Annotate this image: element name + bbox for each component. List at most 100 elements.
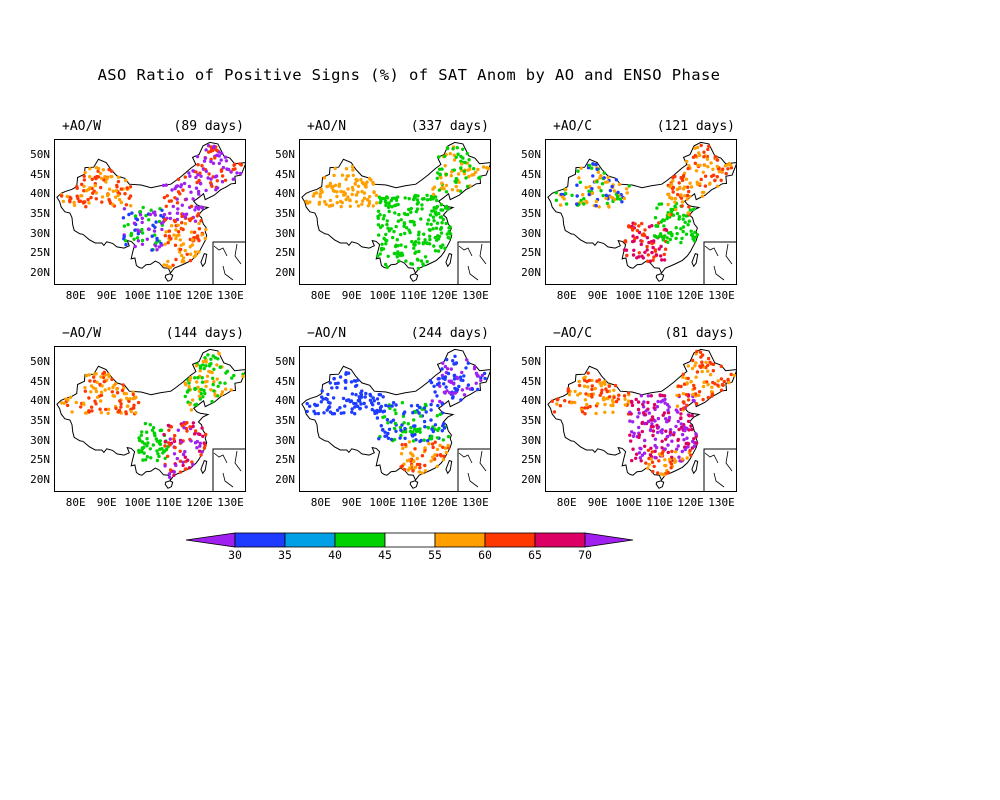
station-dot: [178, 250, 182, 254]
station-dot: [423, 446, 427, 450]
station-dot: [179, 440, 184, 444]
station-dot: [83, 170, 87, 175]
station-dot: [655, 405, 660, 409]
station-dot: [411, 434, 415, 438]
station-dot: [680, 178, 685, 183]
station-dot: [420, 203, 424, 207]
station-dot: [637, 411, 641, 415]
station-dot: [349, 380, 354, 384]
station-dot: [193, 250, 197, 254]
station-dot: [344, 197, 348, 202]
lat-tick-label: 20N: [30, 473, 50, 487]
station-dot: [480, 373, 485, 378]
station-dot: [650, 415, 655, 419]
station-dot: [140, 216, 144, 220]
station-dot: [625, 191, 629, 195]
station-dot: [83, 385, 87, 390]
station-dot: [645, 236, 650, 240]
station-dot: [211, 382, 215, 387]
station-dot: [651, 469, 655, 474]
station-dot: [154, 220, 158, 224]
station-dot: [600, 182, 605, 186]
station-dot: [467, 174, 471, 179]
station-dot: [642, 400, 646, 404]
station-dot: [596, 170, 601, 174]
station-dot: [632, 239, 636, 243]
station-dot: [431, 445, 435, 450]
lon-tick-label: 100E: [124, 289, 151, 302]
station-dot: [183, 455, 187, 459]
station-dot: [706, 165, 710, 169]
station-dot: [670, 455, 674, 459]
station-dot: [628, 419, 632, 423]
station-dot: [145, 444, 149, 448]
station-dot: [204, 364, 208, 368]
station-dot: [605, 201, 610, 206]
station-dot: [231, 167, 235, 172]
station-dot: [437, 155, 441, 159]
station-dot: [224, 387, 228, 391]
station-dot: [421, 242, 425, 246]
station-dot: [671, 179, 675, 183]
station-dot: [445, 367, 450, 371]
station-dot: [107, 375, 111, 379]
colorbar-segment: [234, 532, 286, 548]
colorbar-tick-label: 45: [378, 548, 392, 562]
station-dot: [358, 397, 362, 401]
station-dot: [441, 458, 446, 462]
station-dot: [576, 393, 580, 397]
station-dot: [595, 167, 599, 171]
station-dot: [209, 388, 213, 392]
station-dot: [668, 185, 672, 189]
station-dot: [421, 263, 426, 267]
station-dot: [94, 389, 99, 394]
station-dot: [462, 169, 466, 173]
station-dot: [438, 443, 442, 448]
station-dot: [213, 356, 217, 360]
station-dot: [158, 442, 163, 447]
station-dot: [381, 217, 386, 221]
station-dot: [602, 171, 606, 175]
station-dot: [400, 464, 404, 468]
station-dot: [372, 399, 376, 403]
station-dot: [710, 385, 714, 389]
station-dot: [134, 395, 138, 399]
colorbar-segment: [334, 532, 386, 548]
station-dot: [650, 250, 654, 255]
station-dot: [726, 377, 730, 382]
hainan-outline: [164, 273, 174, 282]
station-dot: [132, 403, 136, 407]
station-dot: [137, 450, 141, 454]
station-dot: [712, 173, 716, 177]
station-dot: [119, 402, 123, 406]
station-dot: [679, 425, 684, 430]
station-dot: [686, 364, 690, 368]
station-dot: [554, 198, 559, 202]
station-dot: [637, 224, 641, 228]
station-dot: [389, 198, 393, 203]
station-dot: [636, 407, 641, 412]
station-dot: [137, 436, 141, 440]
station-dot: [386, 254, 390, 258]
station-dot: [400, 401, 405, 405]
station-dot: [196, 385, 200, 389]
lon-tick-label: 130E: [217, 496, 244, 509]
station-dot: [631, 420, 635, 424]
station-dot: [178, 247, 183, 252]
station-dot: [444, 183, 449, 188]
station-dot: [594, 199, 599, 204]
station-dot: [346, 195, 350, 199]
station-dot: [354, 200, 359, 204]
station-dot: [122, 224, 127, 228]
station-dot: [576, 169, 580, 173]
station-dot: [689, 229, 693, 233]
station-dot: [683, 185, 687, 189]
station-dot: [648, 428, 653, 432]
taiwan-outline: [200, 459, 208, 475]
station-dot: [586, 385, 590, 389]
station-dot: [671, 433, 676, 437]
station-dot: [204, 188, 208, 193]
station-dot: [332, 412, 337, 416]
station-dot: [462, 172, 467, 176]
lat-tick-label: 25N: [275, 246, 295, 260]
